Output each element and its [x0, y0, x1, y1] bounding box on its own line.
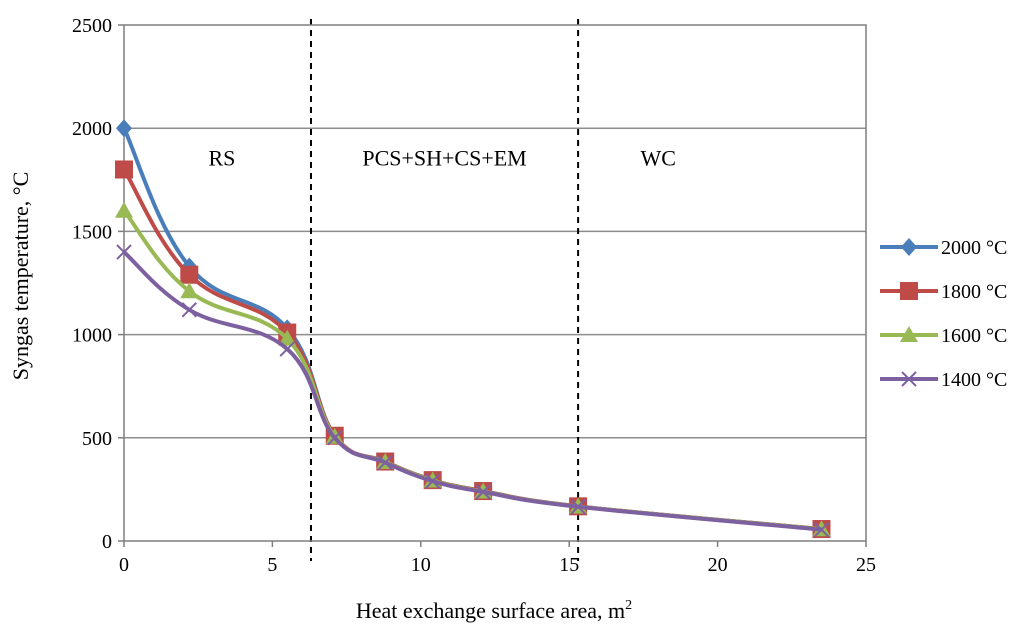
x-marker — [475, 484, 491, 500]
legend-item: 1800 °C — [880, 281, 1007, 303]
x-marker-stroke — [570, 499, 586, 515]
y-tick-label: 1500 — [72, 221, 112, 243]
x-axis-ticks: 0 5 10 15 20 25 — [119, 541, 876, 576]
x-marker-stroke — [327, 430, 343, 446]
series-line — [122, 168, 822, 532]
x-marker — [901, 371, 917, 387]
x-axis-title-superscript: 2 — [625, 598, 632, 613]
legend-item: 2000 °C — [880, 237, 1007, 259]
y-tick-label: 2500 — [72, 15, 112, 37]
legend: 2000 °C 1800 °C 1600 °C 1400 °C — [880, 237, 1007, 391]
series-1600-c — [115, 201, 831, 537]
series-1800-c — [115, 160, 831, 539]
x-marker — [327, 430, 343, 446]
y-tick-label: 500 — [82, 428, 112, 450]
x-marker — [116, 244, 132, 260]
legend-item: 1400 °C — [880, 369, 1007, 391]
series-2000-c — [116, 119, 830, 539]
x-tick-label: 20 — [708, 554, 728, 576]
triangle-marker — [180, 282, 199, 299]
x-marker-stroke — [181, 302, 198, 318]
triangle-marker — [115, 201, 133, 218]
x-axis-title-text: Heat exchange surface area, m — [356, 598, 625, 623]
series-group — [115, 119, 831, 539]
x-tick-label: 10 — [411, 554, 431, 576]
legend-item: 1600 °C — [880, 325, 1007, 347]
square-marker — [180, 265, 199, 284]
y-tick-label: 1000 — [72, 325, 112, 347]
legend-label: 1400 °C — [941, 369, 1007, 391]
region-dividers — [309, 19, 580, 561]
region-label: PCS+SH+CS+EM — [362, 145, 526, 170]
region-label: RS — [208, 145, 235, 170]
triangle-marker — [900, 326, 918, 342]
region-label: WC — [641, 145, 676, 170]
x-tick-label: 0 — [119, 554, 129, 576]
x-marker — [813, 521, 830, 538]
x-marker — [424, 473, 441, 489]
series-1400-c — [116, 244, 830, 538]
legend-label: 1600 °C — [941, 325, 1007, 347]
gridlines — [124, 127, 866, 439]
x-axis-title: Heat exchange surface area, m2 — [356, 598, 632, 623]
plot-area-frame — [123, 24, 867, 542]
x-tick-label: 15 — [559, 554, 579, 576]
diamond-marker — [901, 238, 917, 256]
series-line — [122, 209, 822, 532]
x-marker — [377, 454, 393, 471]
x-marker — [279, 341, 295, 357]
x-marker-stroke — [475, 484, 491, 500]
x-marker-stroke — [424, 473, 441, 489]
x-marker-stroke — [377, 454, 393, 471]
region-labels: RS PCS+SH+CS+EM WC — [208, 145, 675, 170]
x-marker — [570, 499, 586, 515]
series-line — [122, 127, 822, 532]
x-marker-stroke — [813, 521, 830, 538]
y-tick-label: 2000 — [72, 118, 112, 140]
y-axis-ticks: 0 500 1000 1500 2000 2500 — [72, 15, 124, 553]
x-marker-stroke — [279, 341, 295, 357]
legend-label: 1800 °C — [941, 281, 1007, 303]
square-marker — [115, 160, 133, 179]
x-marker-stroke — [901, 371, 917, 387]
x-tick-label: 25 — [856, 554, 876, 576]
legend-label: 2000 °C — [941, 237, 1007, 259]
y-axis-title: Syngas temperature, °C — [8, 172, 33, 381]
x-marker-stroke — [116, 244, 132, 260]
diamond-marker — [116, 119, 132, 138]
x-marker — [181, 302, 198, 318]
y-tick-label: 0 — [102, 531, 112, 553]
x-tick-label: 5 — [267, 554, 277, 576]
triangle-marker — [278, 329, 297, 346]
square-marker — [900, 282, 918, 300]
